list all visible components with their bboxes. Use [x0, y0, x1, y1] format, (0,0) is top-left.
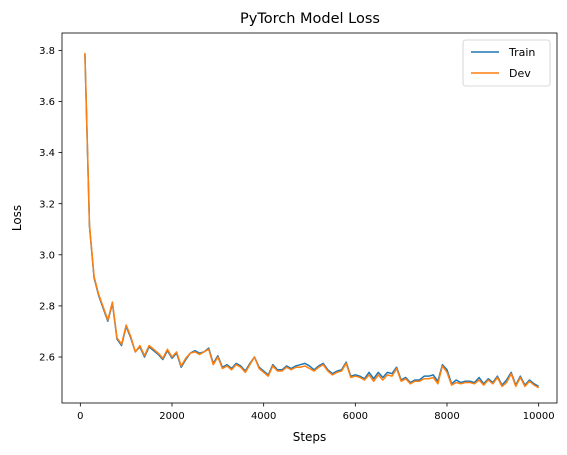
x-axis: 0 2000 4000 6000 8000 10000: [77, 403, 555, 422]
x-tick-label: 2000: [159, 411, 184, 422]
plot-frame: [61, 32, 558, 404]
y-tick-label: 3.4: [39, 148, 55, 159]
y-tick-label: 2.6: [39, 353, 55, 364]
y-tick-label: 2.8: [39, 302, 55, 313]
x-tick-label: 0: [77, 411, 83, 422]
legend: Train Dev: [462, 39, 551, 87]
y-axis-label: Loss: [10, 205, 24, 231]
legend-box: [462, 39, 551, 87]
x-tick-label: 10000: [523, 411, 555, 422]
x-tick-label: 8000: [434, 411, 459, 422]
y-tick-label: 3.2: [39, 199, 55, 210]
series-line-train: [84, 54, 540, 388]
series-line-dev: [84, 52, 540, 389]
x-tick-label: 6000: [343, 411, 368, 422]
chart-title: PyTorch Model Loss: [240, 11, 380, 27]
legend-label-dev: Dev: [509, 67, 531, 80]
x-axis-label: Steps: [293, 430, 327, 444]
y-tick-label: 3.8: [39, 46, 55, 57]
y-tick-label: 3.0: [39, 250, 55, 261]
y-axis: 2.6 2.8 3.0 3.2 3.4 3.6 3.8: [39, 46, 62, 364]
series-lines: [84, 52, 540, 389]
y-tick-label: 3.6: [39, 97, 55, 108]
legend-label-train: Train: [508, 46, 535, 59]
x-tick-label: 4000: [251, 411, 276, 422]
